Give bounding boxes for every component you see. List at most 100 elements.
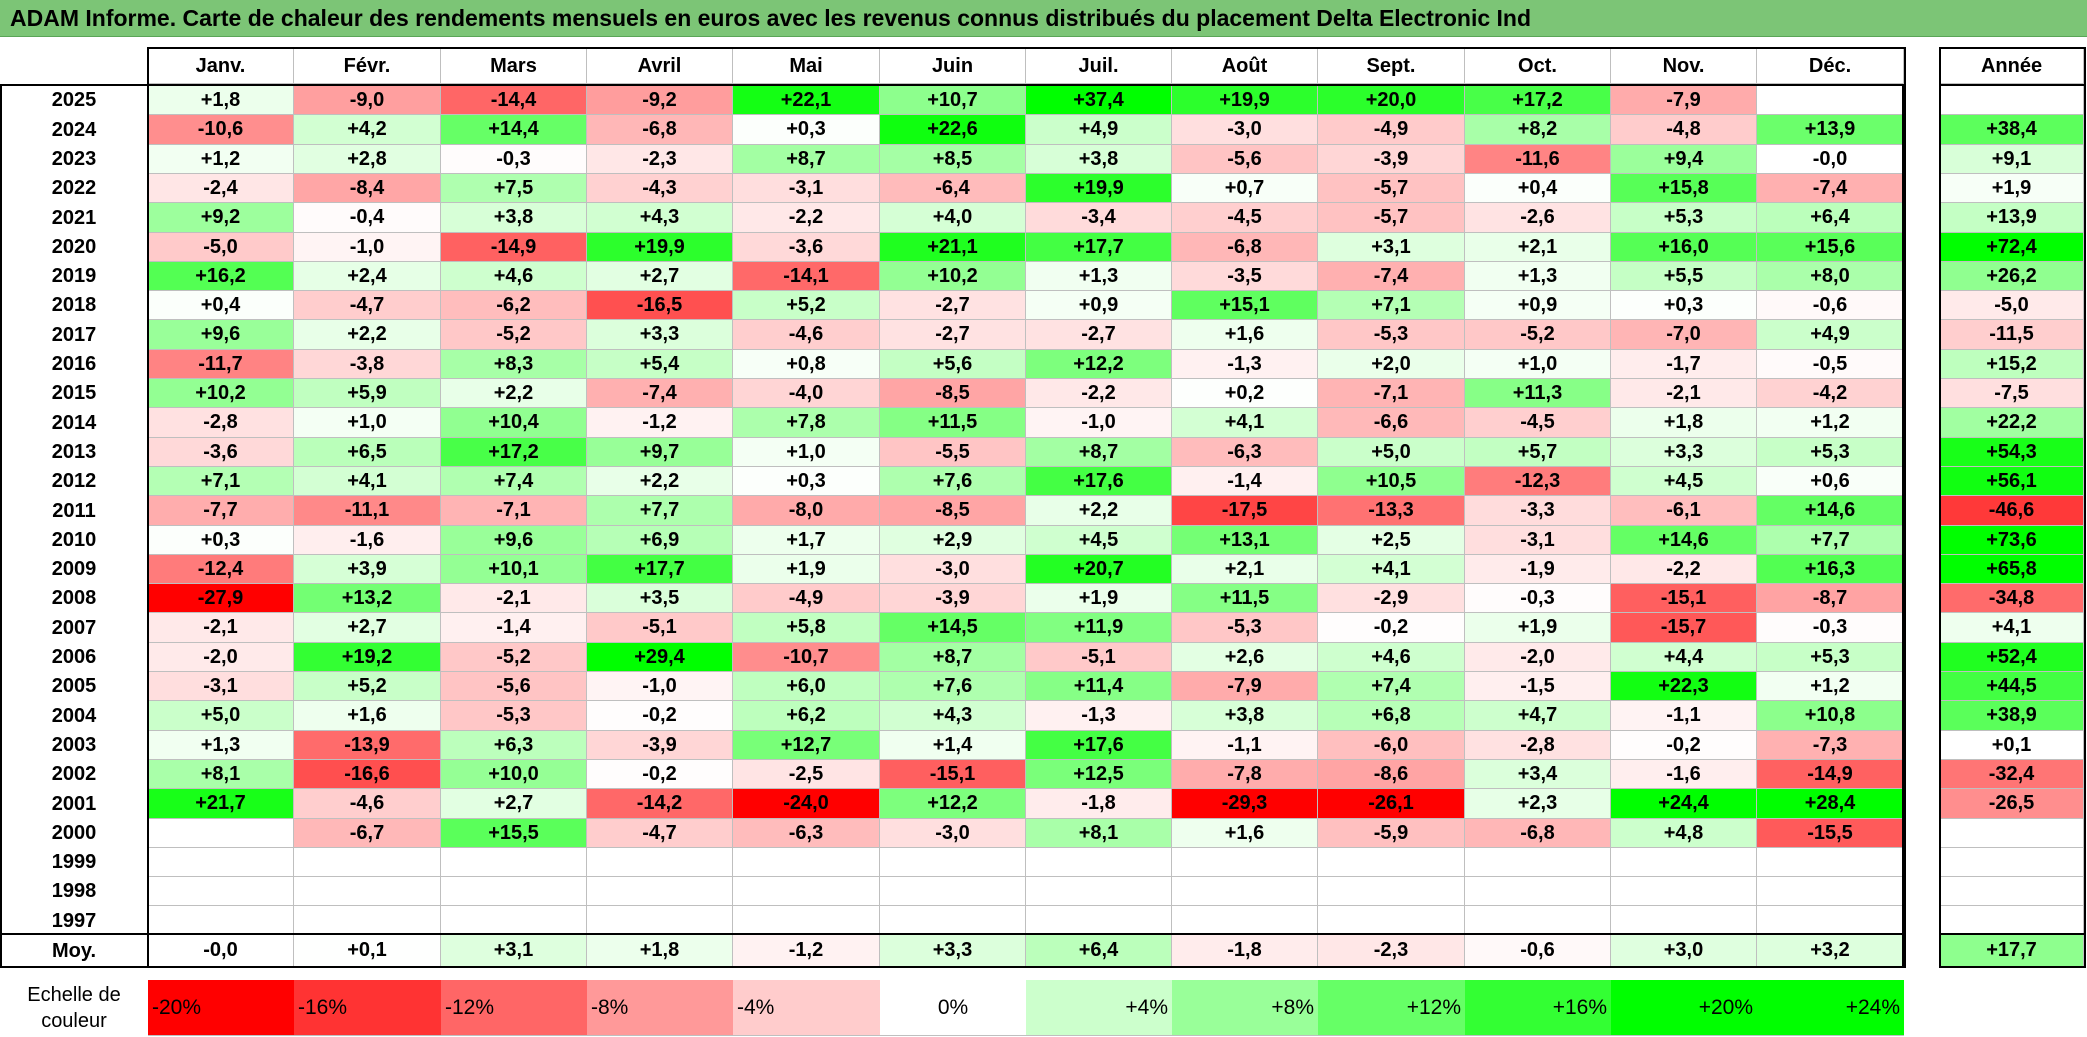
heatmap-cell: -0,6 [1757, 291, 1904, 320]
heatmap-cell: -8,5 [880, 496, 1026, 526]
heatmap-cell: -5,2 [441, 643, 587, 672]
heatmap-cell: +13,9 [1757, 115, 1904, 145]
heatmap-cell: +17,2 [441, 438, 587, 467]
heatmap-cell: -1,0 [294, 233, 441, 262]
annual-cell: +38,4 [1940, 115, 2084, 145]
row-year-label: 2015 [51, 382, 97, 404]
heatmap-cell: +5,3 [1611, 203, 1757, 233]
heatmap-cell: -1,1 [1172, 731, 1318, 760]
heatmap-cell: -3,4 [1026, 203, 1172, 233]
heatmap-cell: +22,3 [1611, 672, 1757, 701]
heatmap-cell: -15,7 [1611, 613, 1757, 643]
heatmap-cell: +2,4 [294, 262, 441, 291]
annual-cell: -7,5 [1940, 379, 2084, 408]
heatmap-cell: -5,2 [1465, 320, 1611, 350]
heatmap-cell [1318, 877, 1465, 906]
heatmap-cell [294, 877, 441, 906]
color-scale-step: +16% [1465, 980, 1611, 1036]
average-cell: +3,2 [1757, 935, 1904, 967]
heatmap-cell: +14,5 [880, 613, 1026, 643]
heatmap-cell: +8,7 [733, 145, 880, 174]
annual-cell [1940, 848, 2084, 877]
heatmap-cell: -5,1 [1026, 643, 1172, 672]
heatmap-cell: +1,9 [1465, 613, 1611, 643]
heatmap-cell: -4,9 [733, 584, 880, 613]
heatmap-cell [1757, 906, 1904, 936]
heatmap-cell: -8,4 [294, 174, 441, 203]
heatmap-cell: +10,1 [441, 555, 587, 584]
annual-cell: -5,0 [1940, 291, 2084, 320]
heatmap-cell: +11,9 [1026, 613, 1172, 643]
heatmap-cell: +2,8 [294, 145, 441, 174]
heatmap-cell: -2,1 [148, 613, 294, 643]
heatmap-cell: -8,5 [880, 379, 1026, 408]
heatmap-cell: -5,6 [1172, 145, 1318, 174]
heatmap-cell: -6,4 [880, 174, 1026, 203]
annual-cell: +38,9 [1940, 701, 2084, 731]
average-cell: +3,1 [441, 935, 587, 967]
heatmap-cell: +15,8 [1611, 174, 1757, 203]
average-cell: +3,0 [1611, 935, 1757, 967]
heatmap-cell: +2,9 [880, 526, 1026, 555]
heatmap-cell: +5,2 [733, 291, 880, 320]
heatmap-cell [441, 906, 587, 936]
column-header: Févr. [294, 49, 441, 84]
heatmap-cell: +4,0 [880, 203, 1026, 233]
heatmap-cell: +2,2 [587, 467, 733, 496]
heatmap-cell: +1,3 [1026, 262, 1172, 291]
heatmap-cell: -1,1 [1611, 701, 1757, 731]
heatmap-cell: -8,0 [733, 496, 880, 526]
heatmap-cell: +7,4 [441, 467, 587, 496]
heatmap-cell: -7,8 [1172, 760, 1318, 789]
heatmap-cell [587, 877, 733, 906]
heatmap-cell: -4,8 [1611, 115, 1757, 145]
heatmap-cell: -7,4 [1757, 174, 1904, 203]
heatmap-cell: -3,0 [1172, 115, 1318, 145]
heatmap-cell: -2,7 [880, 291, 1026, 320]
heatmap-cell: -5,7 [1318, 203, 1465, 233]
heatmap-cell: +1,0 [1465, 350, 1611, 379]
heatmap-cell: +0,6 [1757, 467, 1904, 496]
heatmap-cell: +1,9 [733, 555, 880, 584]
heatmap-cell: -2,4 [148, 174, 294, 203]
heatmap-cell: -14,9 [1757, 760, 1904, 789]
heatmap-cell: +17,2 [1465, 86, 1611, 115]
heatmap-cell: -3,1 [148, 672, 294, 701]
heatmap-cell: +7,6 [880, 467, 1026, 496]
heatmap-cell: +5,4 [587, 350, 733, 379]
heatmap-cell [1465, 906, 1611, 936]
heatmap-cell: +7,7 [1757, 526, 1904, 555]
heatmap-cell: -6,8 [1465, 819, 1611, 848]
row-year-label: 2016 [51, 353, 97, 375]
heatmap-cell: -4,0 [733, 379, 880, 408]
heatmap-cell: -1,2 [587, 408, 733, 438]
heatmap-cell: +1,6 [1172, 320, 1318, 350]
heatmap-cell: -2,1 [1611, 379, 1757, 408]
row-year-label: 2006 [51, 646, 97, 668]
heatmap-cell: +0,9 [1026, 291, 1172, 320]
heatmap-cell: +2,7 [441, 789, 587, 819]
heatmap-cell: +13,1 [1172, 526, 1318, 555]
annual-cell: +9,1 [1940, 145, 2084, 174]
heatmap-cell [1318, 848, 1465, 877]
heatmap-cell: +1,7 [733, 526, 880, 555]
heatmap-cell: -2,7 [880, 320, 1026, 350]
heatmap-cell: +37,4 [1026, 86, 1172, 115]
heatmap-cell: +8,0 [1757, 262, 1904, 291]
heatmap-cell [880, 848, 1026, 877]
heatmap-cell: +7,8 [733, 408, 880, 438]
heatmap-cell: +9,2 [148, 203, 294, 233]
heatmap-cell: -13,3 [1318, 496, 1465, 526]
heatmap-cell: +10,2 [148, 379, 294, 408]
heatmap-cell: +2,6 [1172, 643, 1318, 672]
heatmap-cell: -11,7 [148, 350, 294, 379]
color-scale-step: -16% [294, 980, 441, 1036]
column-header: Sept. [1318, 49, 1465, 84]
column-header: Oct. [1465, 49, 1611, 84]
heatmap-cell: -3,6 [733, 233, 880, 262]
heatmap-cell: +3,3 [587, 320, 733, 350]
heatmap-cell: -5,2 [441, 320, 587, 350]
average-cell: -1,2 [733, 935, 880, 967]
heatmap-cell: +13,2 [294, 584, 441, 613]
